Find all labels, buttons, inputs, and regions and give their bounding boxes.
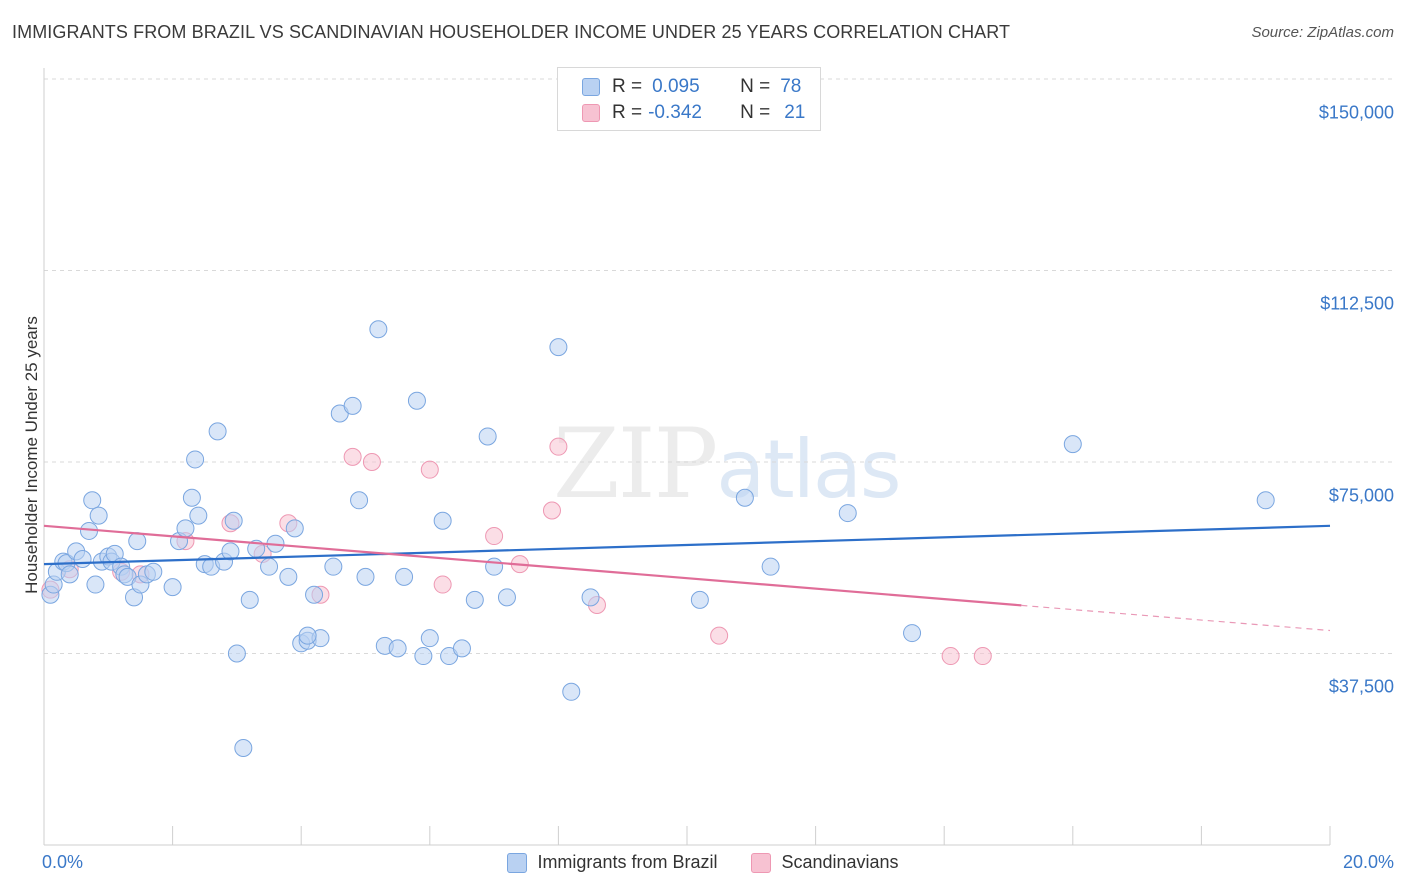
legend-swatch-pink xyxy=(582,104,600,122)
blue-point-40 xyxy=(279,567,298,586)
pink-point-19 xyxy=(941,647,960,666)
x-tick-min: 0.0% xyxy=(42,852,84,872)
legend-swatch-blue xyxy=(582,78,600,96)
blue-point-74 xyxy=(1256,491,1275,510)
blue-trend-line xyxy=(43,524,1331,566)
blue-point-75 xyxy=(298,626,317,645)
legend-r-label: R = xyxy=(612,102,643,123)
blue-point-66 xyxy=(562,682,581,701)
legend-n-label: N = xyxy=(740,76,771,97)
pink-point-18 xyxy=(710,626,729,645)
y-tick-label-1: $75,000 xyxy=(1328,485,1394,506)
legend-r-value: 0.095 xyxy=(652,76,700,97)
blue-point-41 xyxy=(285,519,304,538)
legend-n-value: 78 xyxy=(780,76,802,97)
axes xyxy=(43,68,1331,846)
blue-point-29 xyxy=(189,506,208,525)
blue-point-9 xyxy=(83,491,102,510)
legend-swatch-pink xyxy=(751,852,772,873)
blue-point-27 xyxy=(182,488,201,507)
pink-point-10 xyxy=(362,452,381,471)
legend-row-brazil: R = 0.095 N = 78 xyxy=(582,75,801,99)
legend-r-label: R = xyxy=(612,76,643,97)
blue-point-60 xyxy=(452,639,471,658)
blue-point-48 xyxy=(343,396,362,415)
blue-point-34 xyxy=(221,542,240,561)
pink-point-13 xyxy=(485,527,504,546)
blue-point-36 xyxy=(240,590,259,609)
blue-point-69 xyxy=(735,488,754,507)
blue-point-50 xyxy=(356,567,375,586)
blue-point-64 xyxy=(497,588,516,607)
blue-point-71 xyxy=(838,504,857,523)
pink-point-15 xyxy=(542,501,561,520)
blue-point-54 xyxy=(395,567,414,586)
pink-trend-line xyxy=(43,524,1022,607)
blue-point-68 xyxy=(690,590,709,609)
blue-point-73 xyxy=(1063,435,1082,454)
pink-point-16 xyxy=(549,437,568,456)
blue-point-53 xyxy=(388,639,407,658)
y-tick-label-2: $112,500 xyxy=(1320,293,1394,314)
stats-legend: R = 0.095 N = 78 R = -0.342 N = 21 xyxy=(557,67,821,131)
blue-point-72 xyxy=(903,624,922,643)
blue-point-11 xyxy=(89,506,108,525)
scandinavians-points xyxy=(41,437,992,666)
blue-point-20 xyxy=(128,532,147,551)
pink-point-11 xyxy=(420,460,439,479)
blue-point-46 xyxy=(324,557,343,576)
y-axis-label: Householder Income Under 25 years xyxy=(22,316,41,594)
pink-point-9 xyxy=(343,447,362,466)
blue-point-63 xyxy=(485,557,504,576)
blue-point-32 xyxy=(208,422,227,441)
blue-point-58 xyxy=(433,511,452,530)
watermark-zip: ZIP xyxy=(553,408,718,520)
blue-point-10 xyxy=(86,575,105,594)
blue-point-23 xyxy=(144,562,163,581)
source-credit: Source: ZipAtlas.com xyxy=(1251,24,1394,41)
y-tick-label-0: $37,500 xyxy=(1328,676,1394,697)
blue-point-49 xyxy=(350,491,369,510)
blue-point-67 xyxy=(581,588,600,607)
grid-lines xyxy=(44,78,1395,654)
blue-point-5 xyxy=(60,565,79,584)
watermark: ZIPatlas xyxy=(553,408,902,520)
pink-point-12 xyxy=(433,575,452,594)
blue-point-44 xyxy=(305,585,324,604)
blue-point-76 xyxy=(227,644,246,663)
trend-lines xyxy=(43,524,1331,632)
series-legend: Immigrants from Brazil Scandinavians xyxy=(0,852,1406,873)
blue-point-24 xyxy=(163,578,182,597)
blue-point-28 xyxy=(186,450,205,469)
blue-point-57 xyxy=(420,629,439,648)
blue-point-35 xyxy=(224,511,243,530)
blue-point-65 xyxy=(549,338,568,357)
blue-point-26 xyxy=(176,519,195,538)
pink-point-20 xyxy=(973,647,992,666)
chart-title: IMMIGRANTS FROM BRAZIL VS SCANDINAVIAN H… xyxy=(12,22,1011,42)
brazil-points xyxy=(41,320,1275,757)
legend-label-brazil: Immigrants from Brazil xyxy=(537,852,718,872)
blue-point-77 xyxy=(234,738,253,757)
blue-point-56 xyxy=(414,647,433,666)
y-tick-label-3: $150,000 xyxy=(1318,102,1394,123)
pink-trend-line-dashed xyxy=(1021,604,1331,632)
legend-n-value: 21 xyxy=(784,102,806,123)
blue-point-38 xyxy=(260,557,279,576)
legend-label-scandinavians: Scandinavians xyxy=(781,852,899,872)
x-tick-max: 20.0% xyxy=(1342,852,1394,872)
blue-point-70 xyxy=(761,557,780,576)
legend-item-brazil: Immigrants from Brazil xyxy=(507,852,717,873)
blue-point-7 xyxy=(73,550,92,569)
legend-swatch-blue xyxy=(507,852,528,873)
legend-item-scandinavians: Scandinavians xyxy=(751,852,899,873)
legend-n-label: N = xyxy=(740,102,771,123)
blue-point-55 xyxy=(407,391,426,410)
blue-point-61 xyxy=(465,590,484,609)
blue-point-62 xyxy=(478,427,497,446)
blue-point-51 xyxy=(369,320,388,339)
legend-r-value: -0.342 xyxy=(648,102,702,123)
legend-row-scandinavians: R = -0.342 N = 21 xyxy=(582,101,805,125)
